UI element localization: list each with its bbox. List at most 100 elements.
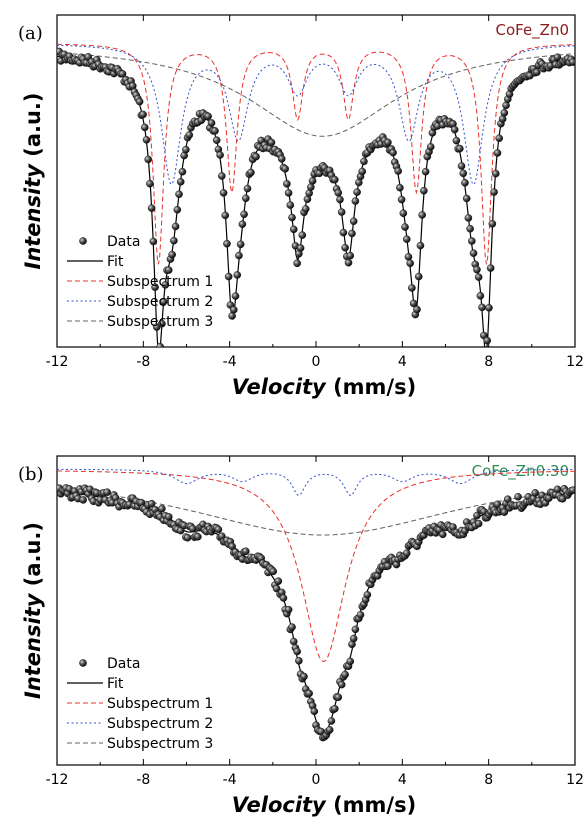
data-point <box>182 146 189 153</box>
data-point <box>213 137 220 144</box>
legend-label-subspectrum-1: Subspectrum 1 <box>107 696 213 712</box>
x-tick-label: -4 <box>223 354 237 370</box>
panel-a: -12 -8 -4 0 4 8 12Velocity (mm/s)Intensity (a.… <box>18 15 584 399</box>
data-point <box>280 594 287 601</box>
data-point <box>208 119 215 126</box>
data-point <box>225 273 232 280</box>
data-point <box>501 109 508 116</box>
data-point <box>194 533 201 540</box>
panel-b: -12 -8 -4 0 4 8 12 Velocity (mm/s) Intensity (a.… <box>18 456 584 817</box>
data-point <box>294 260 301 267</box>
data-point <box>417 242 424 249</box>
panel-label: (a) <box>18 23 43 44</box>
data-point <box>232 293 239 300</box>
data-point <box>242 195 249 202</box>
data-point <box>169 251 176 258</box>
data-point <box>350 635 357 642</box>
data-point <box>158 505 165 512</box>
data-point <box>533 69 540 76</box>
data-point <box>157 343 164 350</box>
data-point <box>215 526 222 533</box>
data-point <box>338 208 345 215</box>
x-tick-label: 8 <box>484 354 493 370</box>
data-point <box>170 237 177 244</box>
data-point <box>451 126 458 133</box>
legend-label-fit: Fit <box>107 676 124 692</box>
data-point <box>288 624 295 631</box>
data-point <box>230 306 237 313</box>
data-point <box>478 304 485 311</box>
data-point <box>328 717 335 724</box>
data-point <box>290 226 297 233</box>
data-point <box>415 273 422 280</box>
data-point <box>400 210 407 217</box>
legend-label-data: Data <box>107 656 140 672</box>
legend-label-subspectrum-3: Subspectrum 3 <box>107 314 213 330</box>
data-point <box>80 496 87 503</box>
data-point <box>396 184 403 191</box>
data-point <box>492 170 499 177</box>
data-point <box>290 638 297 645</box>
data-point <box>359 168 366 175</box>
data-point <box>458 162 465 169</box>
data-point <box>532 489 539 496</box>
data-point <box>211 127 218 134</box>
data-point <box>300 673 307 680</box>
legend: Data Fit Subspectrum 1 Subspectrum 2 Subspec… <box>67 656 213 752</box>
data-point <box>136 98 143 105</box>
data-point <box>345 259 352 266</box>
data-point <box>468 237 475 244</box>
data-point <box>247 169 254 176</box>
data-point <box>220 189 227 196</box>
data-point <box>489 220 496 227</box>
data-point <box>403 550 410 557</box>
data-point <box>487 264 494 271</box>
data-point <box>175 191 182 198</box>
data-point <box>422 168 429 175</box>
data-point <box>268 139 275 146</box>
data-point <box>460 170 467 177</box>
data-point <box>283 180 290 187</box>
data-point <box>139 111 146 118</box>
data-point <box>340 229 347 236</box>
data-point <box>485 304 492 311</box>
data-point <box>475 520 482 527</box>
x-tick-label: 8 <box>484 772 493 788</box>
data-point <box>223 240 230 247</box>
data-point <box>244 185 251 192</box>
data-point <box>352 197 359 204</box>
data-point <box>477 292 484 299</box>
data-point <box>278 155 285 162</box>
data-point <box>184 534 191 541</box>
data-point <box>270 568 277 575</box>
data-point <box>470 250 477 257</box>
data-point <box>348 230 355 237</box>
sample-label: CoFe_Zn0 <box>495 21 569 40</box>
data-point <box>389 149 396 156</box>
data-point <box>174 206 181 213</box>
data-point <box>288 214 295 221</box>
legend-data-marker <box>79 659 86 666</box>
data-point <box>467 225 474 232</box>
data-point <box>252 153 259 160</box>
x-tick-label: 0 <box>312 354 321 370</box>
data-point <box>146 180 153 187</box>
x-tick-label: 4 <box>398 354 407 370</box>
x-tick-label: 0 <box>312 772 321 788</box>
data-point <box>302 205 309 212</box>
data-point <box>297 244 304 251</box>
data-point <box>306 690 313 697</box>
data-point <box>408 284 415 291</box>
data-point <box>186 131 193 138</box>
data-point <box>165 513 172 520</box>
y-axis-label: Intensity (a.u.) <box>21 522 45 699</box>
data-point <box>347 658 354 665</box>
legend-label-subspectrum-3: Subspectrum 3 <box>107 736 213 752</box>
data-point <box>407 260 414 267</box>
data-point <box>141 124 148 131</box>
data-point <box>309 177 316 184</box>
data-point <box>494 149 501 156</box>
data-point <box>364 591 371 598</box>
data-point <box>350 218 357 225</box>
data-point <box>473 266 480 273</box>
